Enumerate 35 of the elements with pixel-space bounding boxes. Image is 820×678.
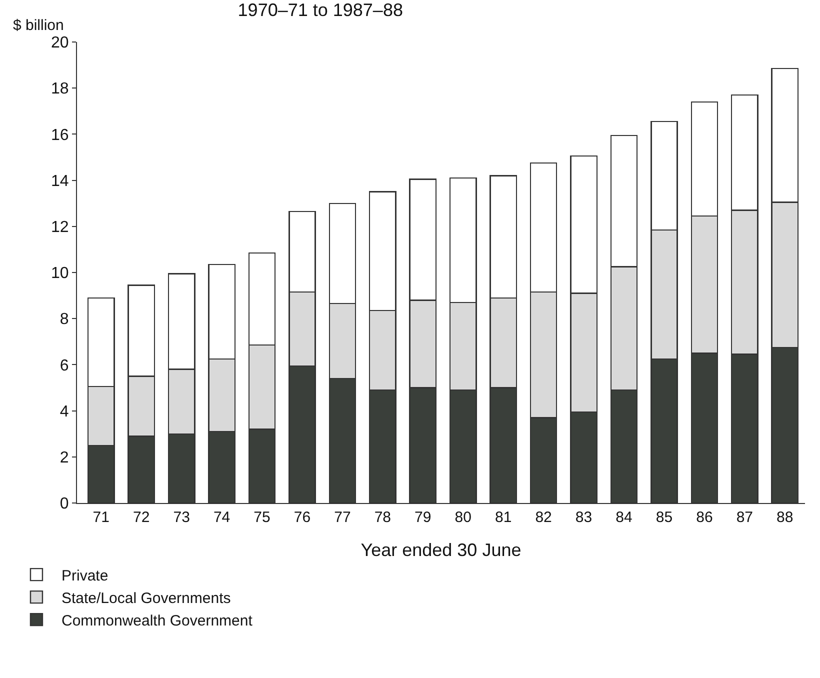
x-tick-label: 73 — [173, 509, 190, 526]
x-tick-label: 80 — [454, 509, 472, 526]
x-tick-label: 78 — [374, 509, 392, 526]
x-tick-label: 87 — [736, 509, 754, 526]
legend-label: State/Local Governments — [61, 590, 231, 607]
x-tick-label: 82 — [535, 509, 552, 526]
x-tick-label: 76 — [294, 509, 311, 526]
y-tick-label: 14 — [51, 172, 69, 190]
x-tick-label: 83 — [575, 509, 592, 526]
chart-title: 1970–71 to 1987–88 — [238, 0, 403, 20]
y-tick-label: 10 — [51, 265, 69, 282]
x-tick-label: 72 — [133, 509, 150, 526]
x-tick-label: 79 — [414, 509, 432, 526]
x-tick-label: 75 — [254, 509, 270, 526]
y-tick-label: 0 — [60, 496, 69, 513]
y-tick-label: 18 — [51, 80, 69, 98]
y-axis-title: $ billion — [13, 17, 64, 34]
legend-label: Commonwealth Government — [61, 612, 254, 630]
x-tick-label: 74 — [213, 509, 230, 526]
y-tick-label: 2 — [60, 450, 69, 466]
y-tick-label: 20 — [51, 34, 69, 52]
x-tick-label: 88 — [776, 509, 794, 526]
y-tick-label: 12 — [51, 219, 69, 236]
x-tick-label: 86 — [696, 509, 713, 526]
x-tick-label: 85 — [656, 509, 673, 526]
y-tick-label: 4 — [60, 403, 69, 420]
x-tick-label: 77 — [334, 509, 351, 526]
legend-label: Private — [61, 567, 108, 584]
x-tick-label: 84 — [616, 509, 632, 526]
y-tick-label: 8 — [60, 311, 69, 328]
y-tick-label: 16 — [51, 126, 69, 144]
y-tick-label: 6 — [60, 357, 69, 374]
x-axis-title: Year ended 30 June — [360, 540, 522, 560]
x-tick-label: 71 — [92, 509, 110, 526]
x-tick-label: 81 — [494, 509, 512, 526]
